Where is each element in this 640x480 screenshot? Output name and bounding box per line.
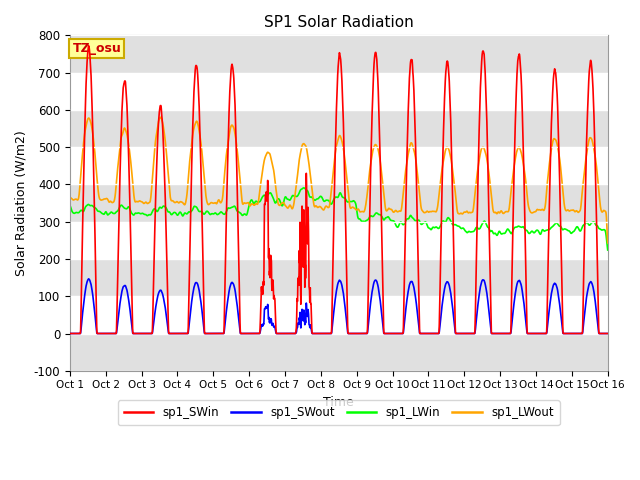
- Y-axis label: Solar Radiation (W/m2): Solar Radiation (W/m2): [15, 130, 28, 276]
- Bar: [70, 110, 608, 147]
- Title: SP1 Solar Radiation: SP1 Solar Radiation: [264, 15, 413, 30]
- Bar: [70, 184, 608, 222]
- Legend: sp1_SWin, sp1_SWout, sp1_LWin, sp1_LWout: sp1_SWin, sp1_SWout, sp1_LWin, sp1_LWout: [118, 400, 559, 425]
- Bar: [70, 36, 608, 72]
- Text: TZ_osu: TZ_osu: [72, 42, 122, 55]
- X-axis label: Time: Time: [323, 396, 354, 409]
- Bar: [70, 334, 608, 371]
- Bar: [70, 259, 608, 296]
